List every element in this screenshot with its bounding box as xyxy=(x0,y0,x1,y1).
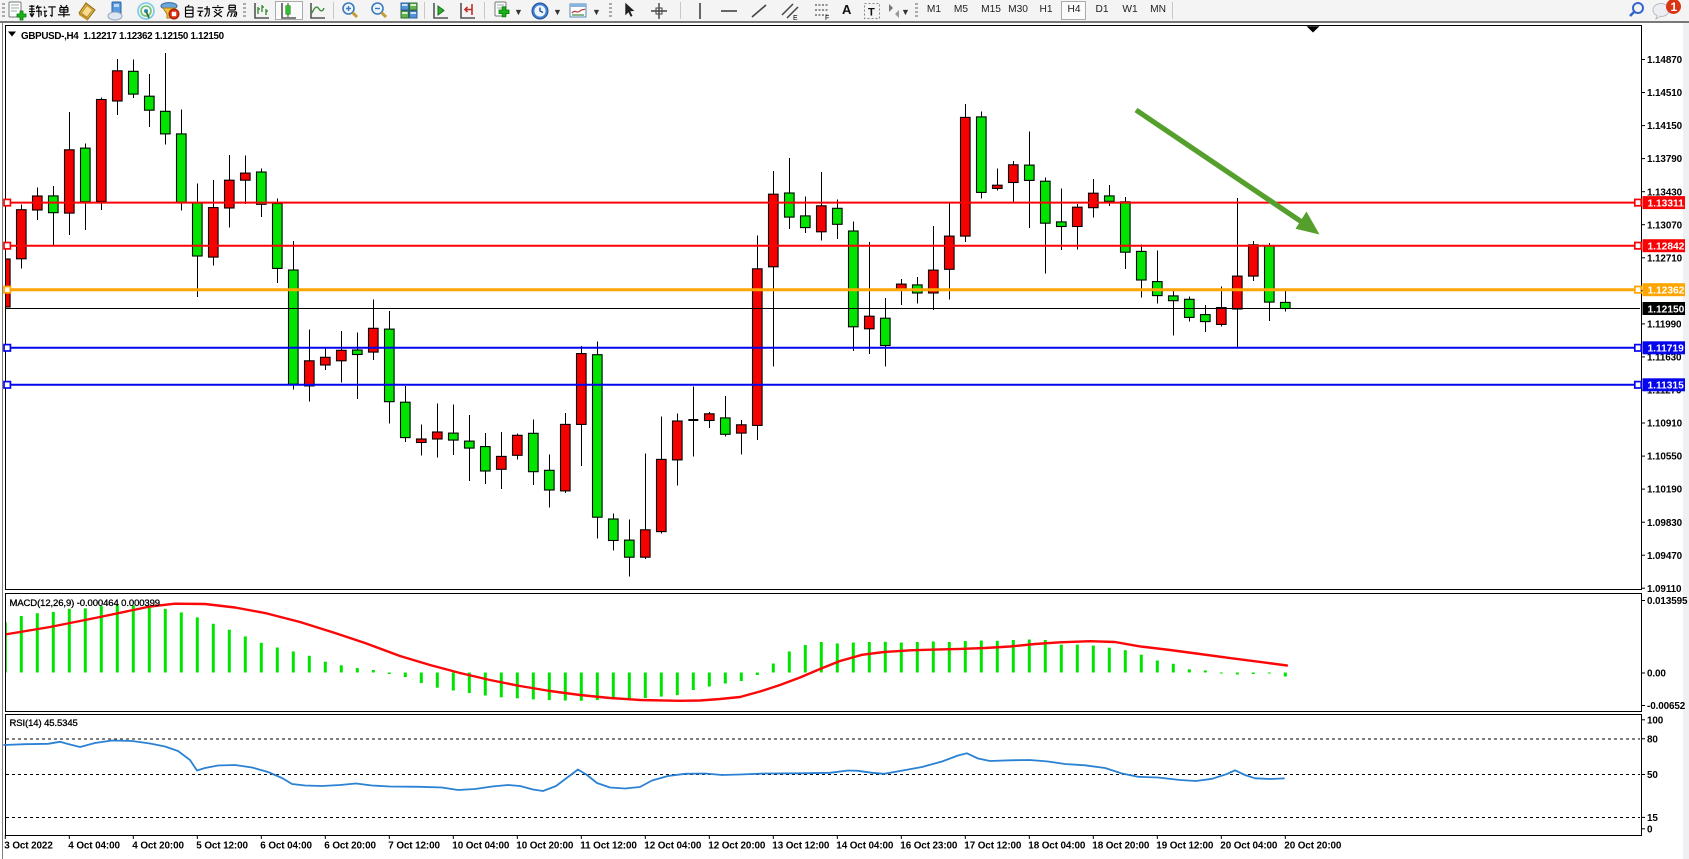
svg-text:1.13790: 1.13790 xyxy=(1647,154,1683,165)
svg-text:10 Oct 04:00: 10 Oct 04:00 xyxy=(452,841,510,852)
svg-text:12 Oct 20:00: 12 Oct 20:00 xyxy=(708,841,766,852)
svg-text:0: 0 xyxy=(1647,824,1653,835)
svg-text:6 Oct 04:00: 6 Oct 04:00 xyxy=(260,841,312,852)
svg-text:F: F xyxy=(825,15,829,21)
svg-text:10 Oct 20:00: 10 Oct 20:00 xyxy=(516,841,574,852)
svg-text:20 Oct 20:00: 20 Oct 20:00 xyxy=(1284,841,1342,852)
svg-text:13 Oct 12:00: 13 Oct 12:00 xyxy=(772,841,830,852)
svg-text:1.10550: 1.10550 xyxy=(1647,452,1683,463)
svg-text:4 Oct 04:00: 4 Oct 04:00 xyxy=(68,841,120,852)
svg-text:1.13430: 1.13430 xyxy=(1647,187,1683,198)
svg-text:1.14870: 1.14870 xyxy=(1647,55,1683,66)
svg-text:MACD(12,26,9) -0.000464 0.0003: MACD(12,26,9) -0.000464 0.000399 xyxy=(10,598,160,609)
svg-text:17 Oct 12:00: 17 Oct 12:00 xyxy=(964,841,1022,852)
svg-text:50: 50 xyxy=(1647,770,1658,781)
svg-text:4 Oct 20:00: 4 Oct 20:00 xyxy=(132,841,184,852)
svg-text:18 Oct 04:00: 18 Oct 04:00 xyxy=(1028,841,1086,852)
svg-text:GBPUSD-,H4 1.12217 1.12362 1.: GBPUSD-,H4 1.12217 1.12362 1.12150 1.121… xyxy=(21,31,225,42)
svg-text:T: T xyxy=(868,7,875,19)
svg-text:20 Oct 04:00: 20 Oct 04:00 xyxy=(1220,841,1278,852)
svg-text:1.10190: 1.10190 xyxy=(1647,485,1683,496)
svg-text:1.11630: 1.11630 xyxy=(1647,353,1682,364)
svg-text:80: 80 xyxy=(1647,734,1658,745)
svg-text:19 Oct 12:00: 19 Oct 12:00 xyxy=(1156,841,1214,852)
svg-text:E: E xyxy=(793,15,798,21)
svg-text:1.12150: 1.12150 xyxy=(1648,304,1685,315)
svg-text:0.013595: 0.013595 xyxy=(1647,596,1688,607)
svg-text:16 Oct 23:00: 16 Oct 23:00 xyxy=(900,841,958,852)
svg-text:1.09110: 1.09110 xyxy=(1647,584,1682,595)
svg-text:14 Oct 04:00: 14 Oct 04:00 xyxy=(836,841,894,852)
svg-text:0.00: 0.00 xyxy=(1647,669,1666,680)
svg-text:1.12362: 1.12362 xyxy=(1648,286,1685,297)
svg-text:18 Oct 20:00: 18 Oct 20:00 xyxy=(1092,841,1150,852)
svg-text:1.13070: 1.13070 xyxy=(1647,220,1683,231)
svg-text:1.09470: 1.09470 xyxy=(1647,551,1683,562)
svg-text:1.12842: 1.12842 xyxy=(1648,242,1685,253)
svg-text:1.13311: 1.13311 xyxy=(1648,198,1685,209)
svg-text:7 Oct 12:00: 7 Oct 12:00 xyxy=(388,841,440,852)
svg-text:1.09830: 1.09830 xyxy=(1647,518,1683,529)
svg-text:1.11315: 1.11315 xyxy=(1648,381,1685,392)
svg-text:1.14150: 1.14150 xyxy=(1647,121,1683,132)
svg-text:12 Oct 04:00: 12 Oct 04:00 xyxy=(644,841,702,852)
svg-text:15: 15 xyxy=(1647,813,1658,824)
svg-text:6 Oct 20:00: 6 Oct 20:00 xyxy=(324,841,376,852)
svg-text:-0.00652: -0.00652 xyxy=(1647,701,1686,712)
svg-text:1.12710: 1.12710 xyxy=(1647,253,1683,264)
svg-text:1.11719: 1.11719 xyxy=(1648,344,1685,355)
svg-text:1.11990: 1.11990 xyxy=(1647,320,1682,331)
svg-text:11 Oct 12:00: 11 Oct 12:00 xyxy=(580,841,637,852)
svg-text:RSI(14) 45.5345: RSI(14) 45.5345 xyxy=(10,718,78,729)
svg-text:1.10910: 1.10910 xyxy=(1647,419,1683,430)
svg-text:1.14510: 1.14510 xyxy=(1647,88,1683,99)
svg-text:100: 100 xyxy=(1647,715,1664,726)
svg-text:3 Oct 2022: 3 Oct 2022 xyxy=(4,841,53,852)
svg-text:5 Oct 12:00: 5 Oct 12:00 xyxy=(196,841,248,852)
